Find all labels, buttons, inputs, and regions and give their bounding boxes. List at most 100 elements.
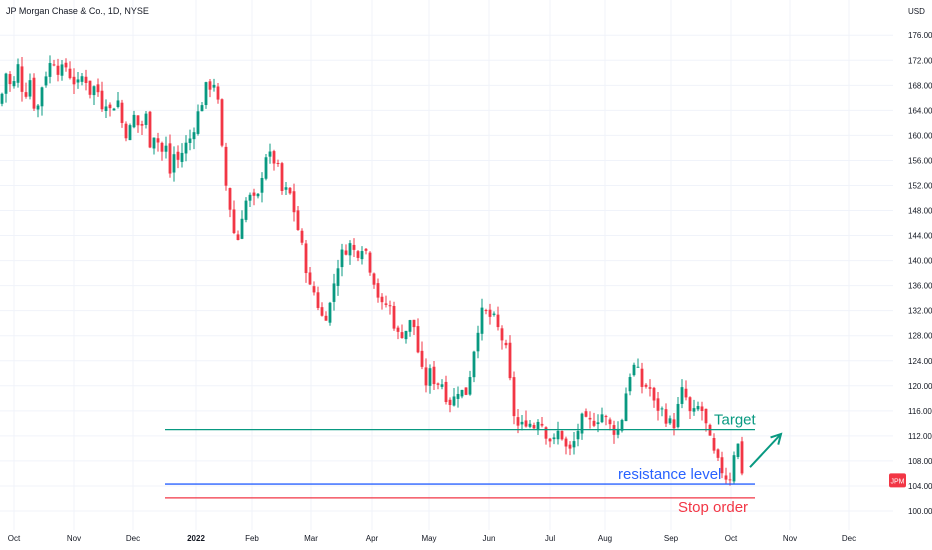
time-tick-label: Jul [545, 534, 555, 543]
candle-body [28, 80, 32, 97]
candle-body [632, 364, 636, 376]
candle-body [432, 366, 436, 385]
price-tick-label: 112.00 [908, 432, 932, 441]
candle-body [736, 443, 740, 457]
candle-body [576, 431, 580, 440]
candle-body [384, 303, 388, 305]
candle-body [124, 123, 128, 139]
candle-body [400, 332, 404, 339]
candle-body [604, 416, 608, 418]
candle-body [272, 151, 276, 164]
candle-body [48, 63, 52, 77]
candle-body [92, 86, 96, 96]
candle-body [136, 115, 140, 126]
time-tick-label: Oct [725, 534, 738, 543]
price-tick-label: 132.00 [908, 307, 932, 316]
candle-body [480, 307, 484, 334]
candle-body [412, 319, 416, 328]
candle-body [728, 479, 732, 481]
candle-body [536, 421, 540, 431]
candle-body [556, 430, 560, 440]
price-tag[interactable] [889, 473, 906, 488]
candle-body [500, 328, 504, 341]
price-tick-label: 172.00 [908, 56, 932, 65]
candle-body [704, 408, 708, 424]
candle-body [372, 273, 376, 285]
candle-body [256, 193, 260, 197]
candle-body [360, 251, 364, 260]
candle-body [292, 191, 296, 213]
candle-body [24, 92, 28, 97]
price-tick-label: 108.00 [908, 457, 932, 466]
candle-body [588, 417, 592, 420]
candle-body [520, 421, 524, 425]
candle-body [692, 408, 696, 412]
candle-body [700, 406, 704, 411]
candle-body [304, 243, 308, 274]
candle-body [404, 330, 408, 340]
candle-body [640, 368, 644, 387]
candle-body [208, 81, 212, 90]
candle-body [352, 244, 356, 250]
candle-body [444, 381, 448, 403]
candle-body [316, 292, 320, 308]
candle-body [188, 138, 192, 143]
candle-body [300, 230, 304, 243]
time-tick-label: Mar [304, 534, 318, 543]
price-tick-label: 176.00 [908, 31, 932, 40]
target-arrow [749, 433, 782, 468]
candle-body [460, 389, 464, 397]
candle-body [668, 418, 672, 424]
candle-body [440, 384, 444, 387]
candle-body [20, 66, 24, 92]
stop-label: Stop order [678, 499, 748, 516]
candle-body [116, 100, 120, 108]
time-tick-label: Dec [842, 534, 856, 543]
candle-body [608, 419, 612, 425]
candle-body [628, 377, 632, 392]
candle-body [152, 137, 156, 149]
candle-body [332, 283, 336, 302]
candle-body [40, 87, 44, 107]
candle-body [720, 457, 724, 474]
candle-body [324, 315, 328, 321]
candle-body [416, 326, 420, 353]
candle-body [56, 65, 60, 75]
candle-body [52, 64, 56, 66]
candle-body [4, 73, 8, 94]
candle-body [328, 302, 332, 323]
candle-body [468, 377, 472, 395]
candle-body [156, 138, 160, 143]
time-tick-label: Feb [245, 534, 259, 543]
candle-body [648, 387, 652, 389]
time-axis[interactable]: Oct Nov Dec 2022 Feb Mar Apr May Jun Jul Aug Sep Oct… [8, 534, 856, 543]
candle-body [284, 187, 288, 190]
candle-body [596, 422, 600, 425]
price-axis[interactable]: 100.00 104.00 108.00 112.00 116.00 120.00 124.… [889, 7, 932, 516]
candle-body [76, 79, 80, 83]
candle-body [396, 327, 400, 332]
candle-body [580, 413, 584, 434]
candle-body [216, 86, 220, 100]
candle-body [740, 441, 744, 474]
price-tick-label: 104.00 [908, 482, 932, 491]
candle-body [448, 399, 452, 406]
candle-body [32, 77, 36, 109]
candle-body [112, 108, 116, 111]
candle-body [232, 209, 236, 234]
candle-body [472, 351, 476, 378]
candle-body [716, 449, 720, 458]
candle-body [532, 425, 536, 429]
price-tick-label: 136.00 [908, 282, 932, 291]
candle-body [144, 113, 148, 125]
candle-body [636, 366, 640, 368]
candle-body [132, 114, 136, 128]
candle-body [420, 350, 424, 367]
candle-body [652, 387, 656, 401]
candle-body [96, 84, 100, 93]
time-tick-label: Dec [126, 534, 140, 543]
candle-body [296, 210, 300, 230]
candle-body [268, 151, 272, 157]
candle-body [488, 309, 492, 317]
